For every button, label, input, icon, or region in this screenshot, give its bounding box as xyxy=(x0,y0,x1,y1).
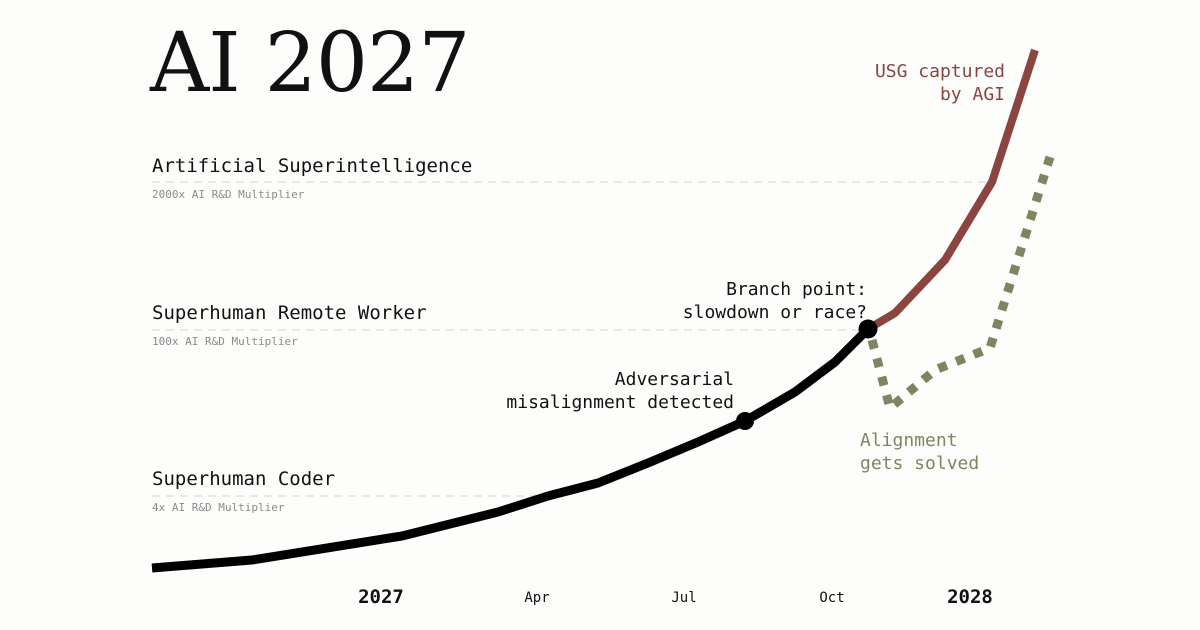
milestone-asi-sublabel: 2000x AI R&D Multiplier xyxy=(152,188,305,201)
page-title: AI 2027 xyxy=(150,16,470,111)
main-trajectory-line xyxy=(151,325,872,573)
slowdown-annotation: Alignment gets solved xyxy=(860,430,980,474)
x-tick-oct: Oct xyxy=(819,590,845,606)
branch-point-marker[interactable] xyxy=(858,319,878,339)
x-tick-2028: 2028 xyxy=(947,586,993,608)
branch-point-annotation: Branch point: slowdown or race? xyxy=(682,279,867,323)
x-tick-jul: Jul xyxy=(671,590,697,606)
misalignment-annotation: Adversarial misalignment detected xyxy=(506,369,734,413)
misalignment-event-marker[interactable] xyxy=(736,412,754,430)
milestone-srw-sublabel: 100x AI R&D Multiplier xyxy=(152,335,298,348)
race-annotation: USG captured by AGI xyxy=(874,61,1005,105)
race-line xyxy=(865,48,1039,333)
milestone-srw-label: Superhuman Remote Worker xyxy=(152,302,427,324)
milestone-asi-label: Artificial Superintelligence xyxy=(152,155,473,177)
milestone-sc-sublabel: 4x AI R&D Multiplier xyxy=(152,501,285,514)
x-tick-apr: Apr xyxy=(524,590,550,606)
milestone-sc-label: Superhuman Coder xyxy=(152,468,336,490)
slowdown-line xyxy=(867,155,1055,413)
x-tick-2027: 2027 xyxy=(358,586,404,608)
